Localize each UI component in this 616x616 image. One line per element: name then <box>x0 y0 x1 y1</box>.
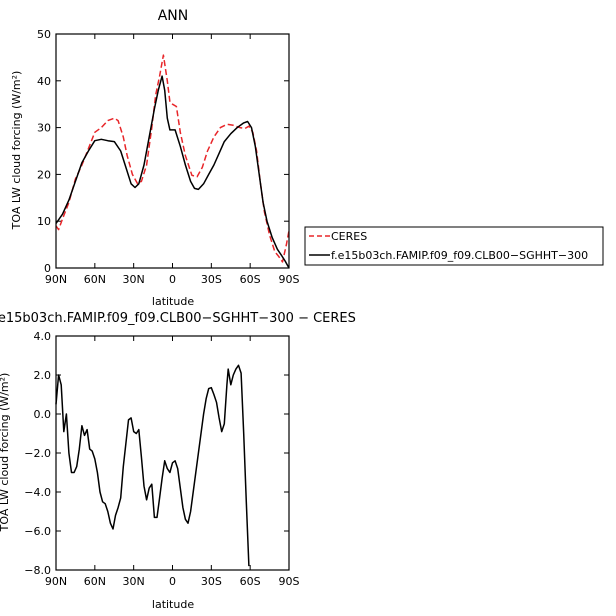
top-x-tick-labels: 90N 60N 30N 0 30S 60S 90S <box>45 273 300 286</box>
series-line-0-1 <box>55 75 290 269</box>
bottom-x-tick-labels: 90N 60N 30N 0 30S 60S 90S <box>45 575 300 588</box>
bottom-title: f.e15b03ch.FAMIP.f09_f09.CLB00−SGHHT−300… <box>0 311 356 326</box>
y-tick-label: 40 <box>37 75 51 88</box>
top-ticks <box>55 33 290 269</box>
x-tick-label: 60N <box>84 273 106 286</box>
top-y-tick-labels: 0 10 20 30 40 50 <box>37 28 51 275</box>
bottom-plot-frame <box>55 335 290 571</box>
y-tick-label: 2.0 <box>34 369 52 382</box>
top-title: ANN <box>158 8 189 24</box>
bottom-series <box>55 364 250 567</box>
series-line-1-0 <box>55 364 250 567</box>
legend-box <box>304 226 604 266</box>
x-tick-label: 90N <box>45 575 67 588</box>
bottom-xlabel: latitude <box>152 598 194 611</box>
x-tick-label: 60N <box>84 575 106 588</box>
y-tick-label: −6.0 <box>24 525 51 538</box>
y-tick-label: 20 <box>37 168 51 181</box>
x-tick-label: 0 <box>169 273 176 286</box>
bottom-ticks <box>55 335 290 571</box>
top-ylabel: TOA LW cloud forcing (W/m²) <box>10 71 23 231</box>
bottom-ylabel: TOA LW cloud forcing (W/m²) <box>0 373 11 533</box>
x-tick-label: 30S <box>201 273 222 286</box>
bottom-y-tick-labels: −8.0 −6.0 −4.0 −2.0 0.0 2.0 4.0 <box>24 330 51 577</box>
series-line-0-0 <box>55 54 290 263</box>
y-tick-label: 4.0 <box>34 330 52 343</box>
top-panel: ANN TOA LW cloud forcing (W/m²) 0 10 20 30 4… <box>10 8 300 308</box>
y-tick-label: 0.0 <box>34 408 52 421</box>
legend-label-ceres: CERES <box>331 230 367 243</box>
x-tick-label: 60S <box>240 575 261 588</box>
y-tick-label: −8.0 <box>24 564 51 577</box>
x-tick-label: 30N <box>123 575 145 588</box>
x-tick-label: 90S <box>279 273 300 286</box>
y-tick-label: 0 <box>44 262 51 275</box>
x-tick-label: 90N <box>45 273 67 286</box>
y-tick-label: 50 <box>37 28 51 41</box>
bottom-panel: f.e15b03ch.FAMIP.f09_f09.CLB00−SGHHT−300… <box>0 311 356 611</box>
x-tick-label: 90S <box>279 575 300 588</box>
legend: CERES f.e15b03ch.FAMIP.f09_f09.CLB00−SGH… <box>304 226 604 266</box>
y-tick-label: 30 <box>37 122 51 135</box>
top-series <box>55 54 290 269</box>
y-tick-label: −2.0 <box>24 447 51 460</box>
top-plot-frame <box>55 33 290 269</box>
y-tick-label: 10 <box>37 215 51 228</box>
x-tick-label: 30S <box>201 575 222 588</box>
top-xlabel: latitude <box>152 295 194 308</box>
legend-label-model: f.e15b03ch.FAMIP.f09_f09.CLB00−SGHHT−300 <box>331 249 588 262</box>
x-tick-label: 30N <box>123 273 145 286</box>
y-tick-label: −4.0 <box>24 486 51 499</box>
x-tick-label: 60S <box>240 273 261 286</box>
x-tick-label: 0 <box>169 575 176 588</box>
